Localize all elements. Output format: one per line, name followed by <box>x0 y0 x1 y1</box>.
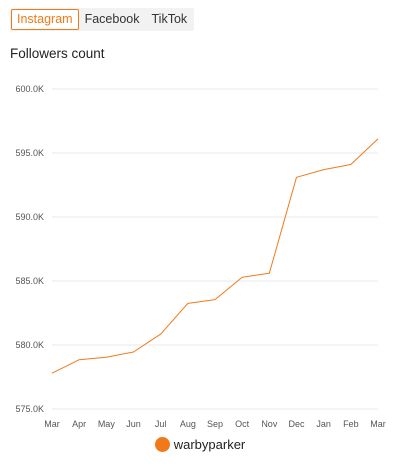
x-tick-label: Jul <box>155 419 167 429</box>
grid-lines <box>52 88 378 410</box>
y-tick-label: 575.0K <box>15 404 44 414</box>
x-tick-label: Mar <box>370 419 386 429</box>
x-tick-label: Sep <box>207 419 223 429</box>
chart-legend: warbyparker <box>0 437 400 452</box>
x-tick-label: May <box>98 419 116 429</box>
x-tick-label: Feb <box>343 419 359 429</box>
x-tick-label: Apr <box>72 419 86 429</box>
chart-title: Followers count <box>10 46 105 61</box>
x-tick-label: Oct <box>235 419 250 429</box>
x-tick-label: Mar <box>44 419 60 429</box>
x-tick-label: Dec <box>288 419 305 429</box>
series-line <box>51 138 379 374</box>
legend-item-series[interactable]: warbyparker <box>154 437 246 452</box>
x-tick-label: Jan <box>316 419 331 429</box>
x-tick-label: Jun <box>126 419 141 429</box>
y-tick-label: 600.0K <box>15 84 44 94</box>
tab-instagram[interactable]: Instagram <box>11 9 79 30</box>
y-tick-label: 595.0K <box>15 148 44 158</box>
y-tick-label: 580.0K <box>15 340 44 350</box>
tab-facebook[interactable]: Facebook <box>84 12 140 26</box>
y-axis-tick-labels: 575.0K 580.0K 585.0K 590.0K 595.0K 600.0K <box>15 84 44 414</box>
x-tick-label: Nov <box>261 419 278 429</box>
tab-tiktok[interactable]: TikTok <box>151 12 188 26</box>
platform-tabs: Instagram Facebook TikTok <box>10 8 195 31</box>
legend-marker-icon <box>154 437 170 452</box>
series-lines <box>51 138 379 374</box>
x-tick-label: Aug <box>180 419 196 429</box>
y-tick-label: 585.0K <box>15 276 44 286</box>
legend-label: warbyparker <box>173 437 246 452</box>
x-axis-tick-labels: Mar Apr May Jun Jul Aug Sep Oct Nov Dec Jan Feb Mar <box>44 419 386 429</box>
y-tick-label: 590.0K <box>15 212 44 222</box>
